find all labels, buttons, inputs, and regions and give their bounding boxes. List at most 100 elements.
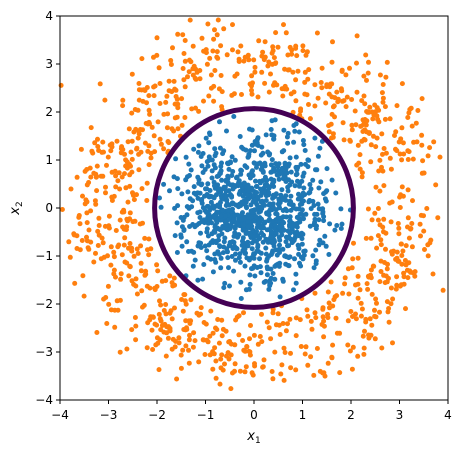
data-point-series-2 xyxy=(117,217,123,223)
data-point-series-2 xyxy=(210,48,216,54)
data-point-series-2 xyxy=(369,217,375,223)
data-point-series-2 xyxy=(146,252,152,258)
data-point-series-1 xyxy=(257,256,262,262)
data-point-series-1 xyxy=(299,230,305,236)
data-point-series-2 xyxy=(377,279,383,285)
data-point-series-2 xyxy=(257,334,263,339)
y-tick-label: 4 xyxy=(45,9,53,23)
data-point-series-2 xyxy=(427,240,433,246)
data-point-series-2 xyxy=(251,332,257,338)
data-point-series-2 xyxy=(120,224,126,230)
data-point-series-2 xyxy=(308,318,314,324)
data-point-series-1 xyxy=(211,213,217,219)
data-point-series-2 xyxy=(182,38,188,43)
data-point-series-1 xyxy=(286,263,292,269)
data-point-series-2 xyxy=(357,166,363,172)
data-point-series-2 xyxy=(328,279,334,285)
data-point-series-2 xyxy=(129,138,135,144)
data-point-series-2 xyxy=(375,233,381,239)
y-tick-label: −1 xyxy=(35,249,53,263)
data-point-series-2 xyxy=(278,371,284,377)
data-point-series-2 xyxy=(180,347,186,353)
x-tick-label: −3 xyxy=(100,408,118,422)
data-point-series-2 xyxy=(352,108,358,114)
data-point-series-1 xyxy=(207,217,213,223)
data-point-series-2 xyxy=(371,133,376,139)
data-point-series-2 xyxy=(188,297,194,303)
data-point-series-2 xyxy=(290,69,296,75)
data-point-series-1 xyxy=(172,233,178,239)
data-point-series-1 xyxy=(303,211,309,217)
data-point-series-2 xyxy=(349,97,355,102)
data-point-series-2 xyxy=(341,137,347,143)
data-point-series-2 xyxy=(346,291,352,297)
data-point-series-2 xyxy=(324,84,330,90)
data-point-series-2 xyxy=(347,65,352,71)
data-point-series-1 xyxy=(322,233,328,239)
data-point-series-1 xyxy=(246,153,252,159)
data-point-series-1 xyxy=(187,224,193,229)
data-point-series-2 xyxy=(326,129,332,135)
data-point-series-1 xyxy=(251,255,257,261)
data-point-series-2 xyxy=(192,338,198,344)
x-tick-label: 3 xyxy=(396,408,404,422)
data-point-series-2 xyxy=(147,111,153,117)
data-point-series-2 xyxy=(403,262,409,268)
data-point-series-1 xyxy=(314,223,319,229)
data-point-series-2 xyxy=(302,79,308,85)
data-point-series-2 xyxy=(140,220,145,226)
data-point-series-2 xyxy=(298,344,304,349)
data-point-series-2 xyxy=(111,249,117,255)
data-point-series-2 xyxy=(293,315,299,321)
data-point-series-2 xyxy=(68,186,74,192)
data-point-series-2 xyxy=(139,288,145,294)
data-point-series-2 xyxy=(405,115,411,120)
data-point-series-2 xyxy=(94,188,100,194)
data-point-series-2 xyxy=(312,82,318,88)
data-point-series-2 xyxy=(161,111,167,117)
data-point-series-2 xyxy=(131,197,137,203)
data-point-series-2 xyxy=(354,33,360,39)
data-point-series-2 xyxy=(146,107,152,113)
data-point-series-2 xyxy=(130,219,136,225)
data-point-series-2 xyxy=(144,100,149,106)
data-point-series-1 xyxy=(252,273,258,279)
data-point-series-2 xyxy=(382,104,388,110)
data-point-series-2 xyxy=(348,309,354,314)
data-point-series-2 xyxy=(273,30,279,36)
data-point-series-1 xyxy=(286,235,292,241)
data-point-series-2 xyxy=(271,55,277,61)
data-point-series-1 xyxy=(255,161,261,167)
data-point-series-1 xyxy=(158,204,164,210)
data-point-series-2 xyxy=(122,171,127,177)
data-point-series-2 xyxy=(173,94,179,99)
data-point-series-2 xyxy=(403,306,408,312)
data-point-series-2 xyxy=(116,170,122,176)
data-point-series-2 xyxy=(138,243,144,249)
data-point-series-1 xyxy=(253,178,258,184)
data-point-series-2 xyxy=(377,157,383,163)
data-point-series-2 xyxy=(193,105,198,111)
data-point-series-2 xyxy=(372,210,378,216)
data-point-series-1 xyxy=(263,278,269,284)
data-point-series-2 xyxy=(320,314,326,320)
data-point-series-2 xyxy=(169,316,175,322)
data-point-series-1 xyxy=(207,208,212,213)
data-point-series-2 xyxy=(319,85,325,91)
data-point-series-2 xyxy=(314,30,320,36)
data-point-series-1 xyxy=(265,149,271,155)
data-point-series-2 xyxy=(105,283,111,289)
data-point-series-1 xyxy=(295,215,301,221)
data-point-series-2 xyxy=(401,151,407,157)
data-point-series-1 xyxy=(301,185,307,191)
data-point-series-2 xyxy=(224,52,230,58)
data-point-series-2 xyxy=(281,377,287,383)
data-point-series-2 xyxy=(216,86,222,92)
data-point-series-1 xyxy=(272,222,278,228)
data-point-series-1 xyxy=(204,229,210,235)
data-point-series-2 xyxy=(343,104,349,110)
data-point-series-2 xyxy=(363,52,369,58)
data-point-series-2 xyxy=(401,270,407,276)
data-point-series-2 xyxy=(157,316,163,322)
data-point-series-1 xyxy=(316,242,322,248)
